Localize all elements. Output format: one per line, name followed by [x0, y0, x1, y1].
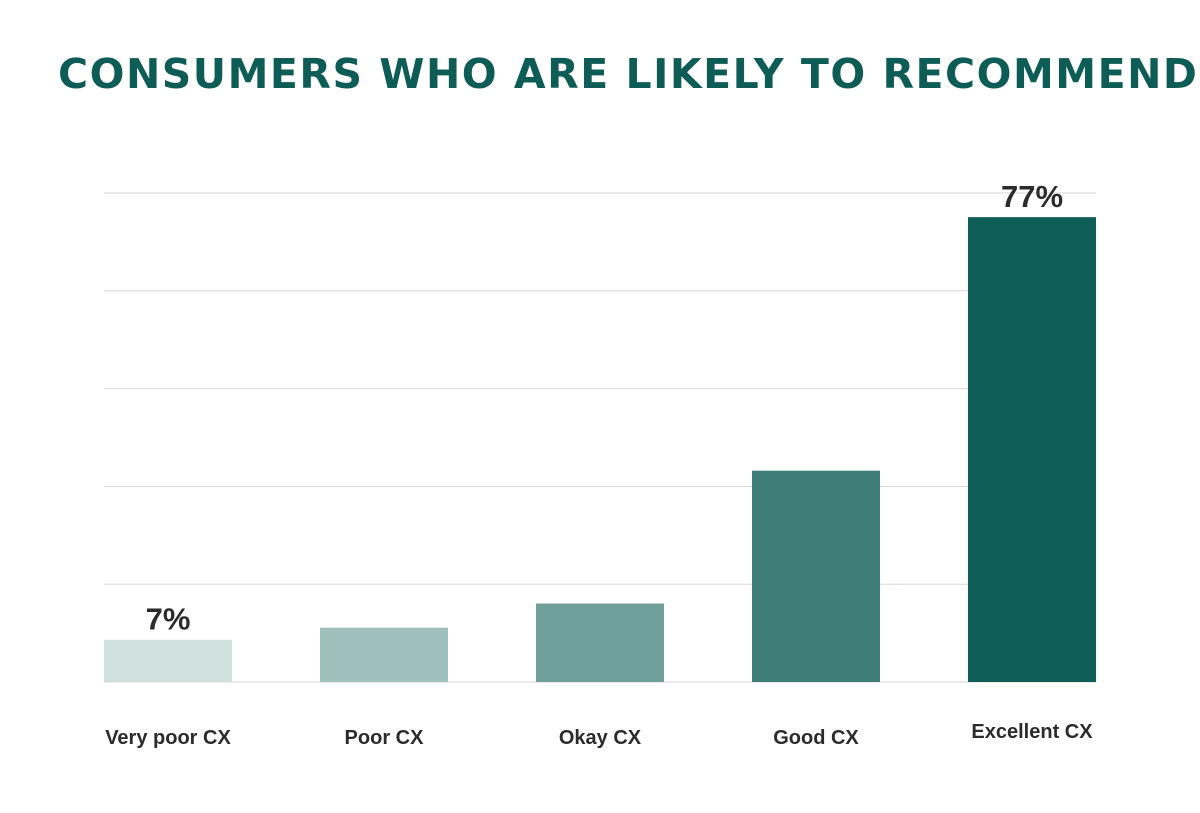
category-label-excellent-cx: Excellent CX: [971, 721, 1093, 743]
category-label-okay-cx: Okay CX: [559, 727, 642, 749]
bar-okay-cx: [536, 603, 664, 682]
category-label-poor-cx: Poor CX: [345, 727, 425, 749]
bar-good-cx: [752, 470, 880, 682]
data-label-very-poor-cx: 7%: [146, 602, 191, 637]
bar-excellent-cx: [968, 217, 1096, 683]
category-labels: Very poor CX Poor CX Okay CX Good CX Excelle…: [105, 721, 1093, 749]
bars: [104, 217, 1096, 683]
bar-very-poor-cx: [104, 639, 232, 682]
bar-poor-cx: [320, 627, 448, 682]
data-label-excellent-cx: 77%: [1001, 179, 1063, 214]
data-labels: 7% 77%: [146, 179, 1063, 637]
category-label-good-cx: Good CX: [773, 727, 859, 749]
page-title: CONSUMERS WHO ARE LIKELY TO RECOMMEND…: [58, 50, 1200, 98]
category-label-very-poor-cx: Very poor CX: [105, 727, 231, 749]
